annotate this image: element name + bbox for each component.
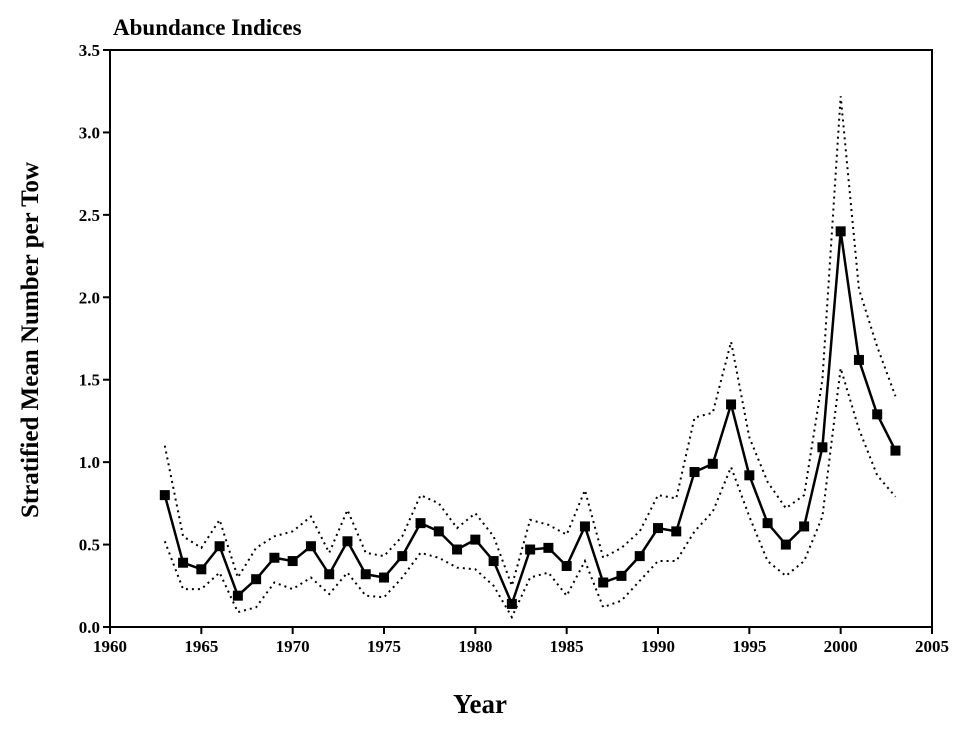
point-marker	[689, 467, 700, 478]
chart-title: Abundance Indices	[113, 15, 302, 40]
point-marker	[178, 557, 189, 568]
point-marker	[598, 577, 609, 588]
y-tick-label: 2.0	[79, 288, 100, 307]
x-tick-label: 1985	[550, 637, 584, 656]
x-tick-label: 1990	[641, 637, 675, 656]
y-axis-label: Stratified Mean Number per Tow	[17, 162, 44, 518]
point-marker	[634, 551, 645, 562]
point-marker	[305, 541, 316, 552]
point-marker	[671, 526, 682, 537]
ci-line	[163, 96, 897, 590]
point-marker	[799, 521, 810, 532]
point-marker	[525, 544, 536, 555]
point-marker	[196, 564, 207, 575]
point-marker	[853, 354, 864, 365]
x-axis-label: Year	[453, 689, 507, 719]
point-marker	[762, 518, 773, 529]
point-marker	[835, 226, 846, 237]
point-marker	[159, 490, 170, 501]
x-tick-label: 1960	[93, 637, 127, 656]
point-marker	[397, 551, 408, 562]
point-marker	[726, 399, 737, 410]
y-tick-label: 1.5	[79, 371, 100, 390]
point-marker	[506, 598, 517, 609]
ci-line	[163, 367, 897, 620]
point-marker	[324, 569, 335, 580]
point-marker	[251, 574, 262, 585]
y-tick-label: 0.5	[79, 536, 100, 555]
point-marker	[543, 542, 554, 553]
x-tick-label: 1995	[732, 637, 766, 656]
point-marker	[616, 570, 627, 581]
y-tick-label: 1.0	[79, 453, 100, 472]
y-tick-label: 2.5	[79, 206, 100, 225]
x-tick-label: 1970	[276, 637, 310, 656]
y-tick-label: 0.0	[79, 618, 100, 637]
x-tick-label: 2005	[915, 637, 949, 656]
point-marker	[561, 561, 572, 572]
point-marker	[287, 556, 298, 567]
point-marker	[232, 590, 243, 601]
x-tick-label: 1980	[458, 637, 492, 656]
point-marker	[780, 539, 791, 550]
point-marker	[214, 541, 225, 552]
point-marker	[470, 534, 481, 545]
y-tick-label: 3.5	[79, 41, 100, 60]
plot-frame	[109, 49, 933, 628]
point-marker	[872, 409, 883, 420]
point-marker	[744, 470, 755, 481]
point-marker	[360, 569, 371, 580]
point-marker	[579, 521, 590, 532]
point-marker	[452, 544, 463, 555]
point-marker	[488, 556, 499, 567]
point-marker	[890, 445, 901, 456]
point-marker	[269, 552, 280, 563]
x-tick-label: 1975	[367, 637, 401, 656]
point-marker	[653, 523, 663, 534]
point-marker	[817, 442, 828, 453]
point-marker	[379, 572, 389, 583]
point-marker	[433, 526, 444, 537]
point-marker	[342, 536, 353, 547]
x-tick-label: 1965	[184, 637, 218, 656]
x-tick-label: 2000	[824, 637, 858, 656]
point-marker	[707, 458, 718, 469]
point-marker	[415, 518, 426, 529]
y-tick-label: 3.0	[79, 123, 100, 142]
